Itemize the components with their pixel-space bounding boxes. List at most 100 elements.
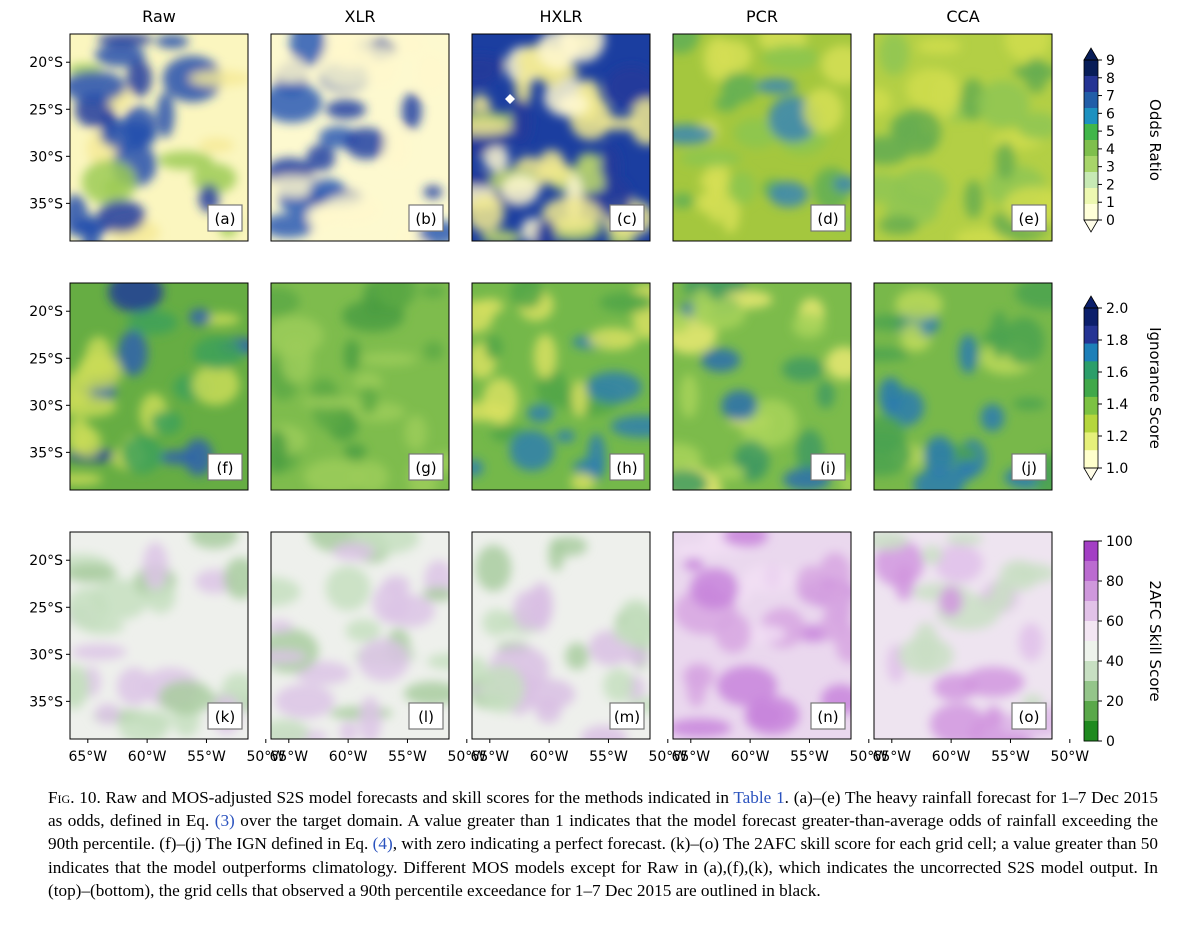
caption-text-2: . (a)–(e) The heavy rainfall forecast fo… [48,788,1158,831]
panel-label: (o) [1019,708,1040,726]
map-panel: (g) [270,282,450,491]
caption-text-4: , with zero indicating a perfect forecas… [48,834,1158,900]
map-panel: (f) 20°S 25°S 30°S 35°S [29,282,249,491]
lon-tick-label: 65°W [872,749,911,765]
lat-tick-label: 25°S [29,102,63,118]
colorbar: 100 80 60 40 20 0 2AFC Skill Score [1083,534,1164,750]
colorbar-tick-label: 6 [1106,106,1115,122]
colorbar-tick-label: 1.0 [1106,461,1128,477]
panel-label: (l) [418,708,434,726]
lon-tick-label: 60°W [731,749,770,765]
figure-10: (a)20°S25°S30°S35°S(b) (c) (d) (e)(f)20°S25… [29,7,1164,765]
lat-tick-label: 35°S [29,694,63,710]
map-panel: (b) [270,33,450,242]
map-panel: (a) 20°S 25°S 30°S 35°S [29,33,249,242]
column-title: XLR [345,7,376,26]
colorbar-tick-label: 100 [1106,534,1133,550]
caption-text-3: over the target domain. A value greater … [48,811,1158,854]
map-panel: (k) 20°S 25°S 30°S 35°S 65°W 60°W 55°W 50°W [29,531,285,765]
colorbar-tick-label: 60 [1106,614,1124,630]
colorbar-tick-label: 20 [1106,694,1124,710]
lon-tick-label: 50°W [648,749,687,765]
map-panel: (d) [672,33,852,242]
panel-label: (n) [817,708,838,726]
lon-tick-label: 60°W [329,749,368,765]
colorbar-tick-label: 5 [1106,124,1115,140]
colorbar: 2.0 1.8 1.6 1.4 1.2 1.0 Ignorance Score [1083,295,1164,481]
map-panel: (i) [672,282,852,491]
map-panel: (m) 65°W 60°W 55°W 50°W [470,531,687,765]
lat-tick-label: 30°S [29,149,63,165]
lat-tick-label: 35°S [29,445,63,461]
lat-tick-label: 35°S [29,196,63,212]
column-title: Raw [142,7,176,26]
map-panel: (e) [873,33,1053,242]
colorbar-tick-label: 4 [1106,142,1115,158]
figure-caption: Fig. 10. Raw and MOS-adjusted S2S model … [48,786,1158,902]
panel-label: (e) [1019,210,1040,228]
lat-tick-label: 30°S [29,647,63,663]
colorbar-tick-label: 1.2 [1106,429,1128,445]
colorbar-tick-label: 9 [1106,53,1115,69]
map-panel: (o) 65°W 60°W 55°W 50°W [872,531,1089,765]
colorbar-label: Ignorance Score [1146,327,1164,449]
column-title: HXLR [539,7,582,26]
lon-tick-label: 60°W [128,749,167,765]
colorbar-tick-label: 1.8 [1106,333,1128,349]
panel-label: (k) [215,708,235,726]
colorbar-tick-label: 1 [1106,195,1115,211]
lat-tick-label: 20°S [29,553,63,569]
panel-label: (b) [415,210,436,228]
lon-tick-label: 65°W [68,749,107,765]
lon-tick-label: 55°W [790,749,829,765]
lon-tick-label: 65°W [671,749,710,765]
colorbar-tick-label: 7 [1106,89,1115,105]
colorbar-tick-label: 3 [1106,160,1115,176]
map-panel: (h) [471,282,651,491]
lon-tick-label: 55°W [388,749,427,765]
map-panel: (l) 65°W 60°W 55°W 50°W [269,531,486,765]
caption-text-2b: , defined in Eq. [100,811,215,831]
panel-label: (d) [817,210,838,228]
colorbar-tick-label: 0 [1106,734,1115,750]
lat-tick-label: 25°S [29,351,63,367]
diamond-marker [505,94,515,104]
panel-label: (h) [616,459,637,477]
lon-tick-label: 55°W [991,749,1030,765]
panel-label: (g) [415,459,436,477]
panel-label: (a) [215,210,236,228]
eq-4-link[interactable]: (4) [372,834,393,854]
lat-tick-label: 30°S [29,398,63,414]
lon-tick-label: 55°W [187,749,226,765]
lat-tick-label: 25°S [29,600,63,616]
lon-tick-label: 50°W [849,749,888,765]
lon-tick-label: 55°W [589,749,628,765]
figure-label: Fig. 10. [48,788,101,807]
map-panel: (j) [873,282,1053,491]
colorbar-tick-label: 80 [1106,574,1124,590]
lon-tick-label: 65°W [269,749,308,765]
column-title: CCA [946,7,979,26]
colorbar-tick-label: 0 [1106,213,1115,229]
panel-label: (j) [1021,459,1037,477]
lon-tick-label: 65°W [470,749,509,765]
colorbar-label: 2AFC Skill Score [1146,580,1164,701]
colorbar-tick-label: 2.0 [1106,301,1128,317]
colorbar-tick-label: 1.4 [1106,397,1128,413]
lon-tick-label: 50°W [1050,749,1089,765]
colorbar-tick-label: 40 [1106,654,1124,670]
panel-label: (m) [614,708,640,726]
eq-3-link[interactable]: (3) [214,811,235,831]
lon-tick-label: 50°W [447,749,486,765]
lat-tick-label: 20°S [29,55,63,71]
map-panel: (c) [471,33,651,242]
panel-label: (i) [820,459,836,477]
lon-tick-label: 60°W [530,749,569,765]
lat-tick-label: 20°S [29,304,63,320]
table-1-link[interactable]: Table 1 [733,788,785,807]
caption-text-1: Raw and MOS-adjusted S2S model forecasts… [100,788,734,807]
colorbar-label: Odds Ratio [1146,99,1164,181]
lon-tick-label: 60°W [932,749,971,765]
panel-label: (c) [617,210,637,228]
